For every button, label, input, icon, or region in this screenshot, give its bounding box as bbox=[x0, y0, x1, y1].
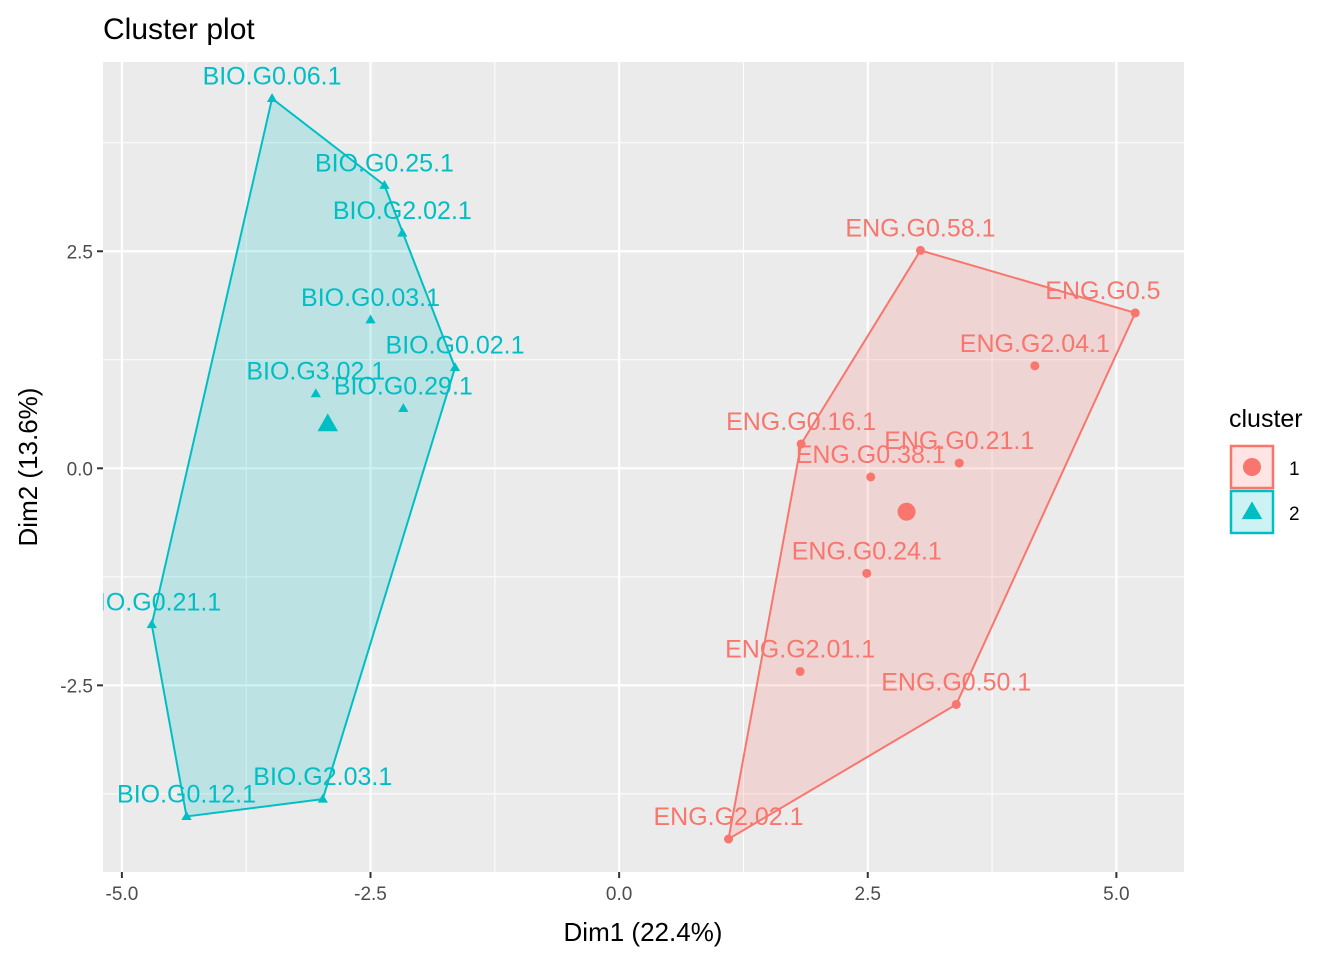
y-tick-label: -2.5 bbox=[60, 676, 93, 697]
point-label: BIO.G2.02.1 bbox=[333, 197, 472, 225]
point-label: BIO.G2.03.1 bbox=[253, 763, 392, 791]
point-label: ENG.G0.38.1 bbox=[796, 441, 946, 469]
legend-key-1 bbox=[1229, 444, 1275, 490]
data-point bbox=[398, 403, 409, 412]
plot-marks: ENG.G0.58.1 ENG.G0.5 ENG.G2.04.1 ENG.G0.16.… bbox=[82, 62, 1161, 844]
gridlines bbox=[103, 62, 1184, 872]
data-point bbox=[724, 834, 734, 844]
point-label: BIO.G0.21.1 bbox=[82, 589, 221, 617]
point-label: ENG.G2.04.1 bbox=[960, 330, 1110, 358]
x-tick-label: -5.0 bbox=[106, 884, 139, 905]
data-point bbox=[915, 245, 925, 255]
x-tick-label: 0.0 bbox=[606, 884, 632, 905]
point-label: ENG.G0.58.1 bbox=[845, 214, 995, 242]
cluster-centroid bbox=[317, 413, 339, 432]
y-tick-label: 2.5 bbox=[67, 242, 93, 263]
data-point bbox=[379, 179, 390, 189]
y-tick-label: 0.0 bbox=[67, 459, 93, 480]
point-label: ENG.G0.24.1 bbox=[792, 537, 942, 565]
x-tick-label: -2.5 bbox=[354, 884, 387, 905]
point-label: BIO.G0.12.1 bbox=[117, 780, 256, 808]
legend: cluster 1 2 bbox=[1229, 405, 1303, 535]
point-label: BIO.G0.29.1 bbox=[334, 372, 473, 400]
point-label: ENG.G2.01.1 bbox=[725, 635, 875, 663]
data-point bbox=[1130, 308, 1140, 318]
point-label: BIO.G0.03.1 bbox=[301, 284, 440, 312]
y-axis-label: Dim2 (13.6%) bbox=[13, 388, 43, 547]
x-axis-label: Dim1 (22.4%) bbox=[564, 917, 723, 947]
data-point bbox=[449, 362, 461, 372]
data-point bbox=[365, 314, 376, 324]
axes: -5.0 -2.5 0.0 2.5 5.0 2.5 0.0 -2.5 bbox=[60, 242, 1129, 905]
point-label: ENG.G2.02.1 bbox=[653, 803, 803, 831]
chart-title: Cluster plot bbox=[103, 13, 255, 46]
legend-label: 1 bbox=[1289, 459, 1300, 480]
legend-label: 2 bbox=[1289, 504, 1300, 525]
data-point bbox=[1030, 361, 1040, 371]
data-point bbox=[146, 619, 157, 629]
point-label: ENG.G0.50.1 bbox=[881, 668, 1031, 696]
cluster-2: BIO.G0.06.1 BIO.G0.25.1 BIO.G2.02.1 BIO.G0.… bbox=[82, 62, 525, 821]
cluster-centroid bbox=[897, 502, 916, 521]
plot-panel bbox=[103, 62, 1184, 872]
data-point bbox=[862, 568, 872, 578]
cluster-1: ENG.G0.58.1 ENG.G0.5 ENG.G2.04.1 ENG.G0.16.… bbox=[653, 214, 1161, 844]
point-label: BIO.G0.06.1 bbox=[203, 62, 342, 90]
data-point bbox=[796, 439, 806, 449]
point-label: BIO.G0.25.1 bbox=[315, 149, 454, 177]
legend-circle-icon bbox=[1243, 458, 1261, 476]
data-point bbox=[951, 699, 961, 709]
legend-title: cluster bbox=[1229, 405, 1303, 433]
point-label: BIO.G3.02.1 bbox=[246, 358, 385, 386]
data-point bbox=[317, 793, 328, 803]
data-point bbox=[795, 666, 805, 676]
data-point bbox=[181, 811, 192, 821]
data-point bbox=[310, 388, 321, 398]
point-label: ENG.G0.16.1 bbox=[726, 408, 876, 436]
data-point bbox=[954, 458, 964, 468]
point-label: ENG.G0.5 bbox=[1045, 277, 1160, 305]
data-point bbox=[866, 472, 876, 482]
cluster-hull bbox=[727, 249, 1137, 841]
legend-triangle-icon bbox=[1241, 501, 1263, 520]
point-label: ENG.G0.21.1 bbox=[884, 427, 1034, 455]
data-point bbox=[266, 93, 278, 103]
legend-key-2 bbox=[1229, 489, 1275, 535]
x-tick-label: 5.0 bbox=[1103, 884, 1129, 905]
data-point bbox=[397, 227, 408, 237]
point-label: BIO.G0.02.1 bbox=[386, 332, 525, 360]
x-tick-label: 2.5 bbox=[855, 884, 881, 905]
